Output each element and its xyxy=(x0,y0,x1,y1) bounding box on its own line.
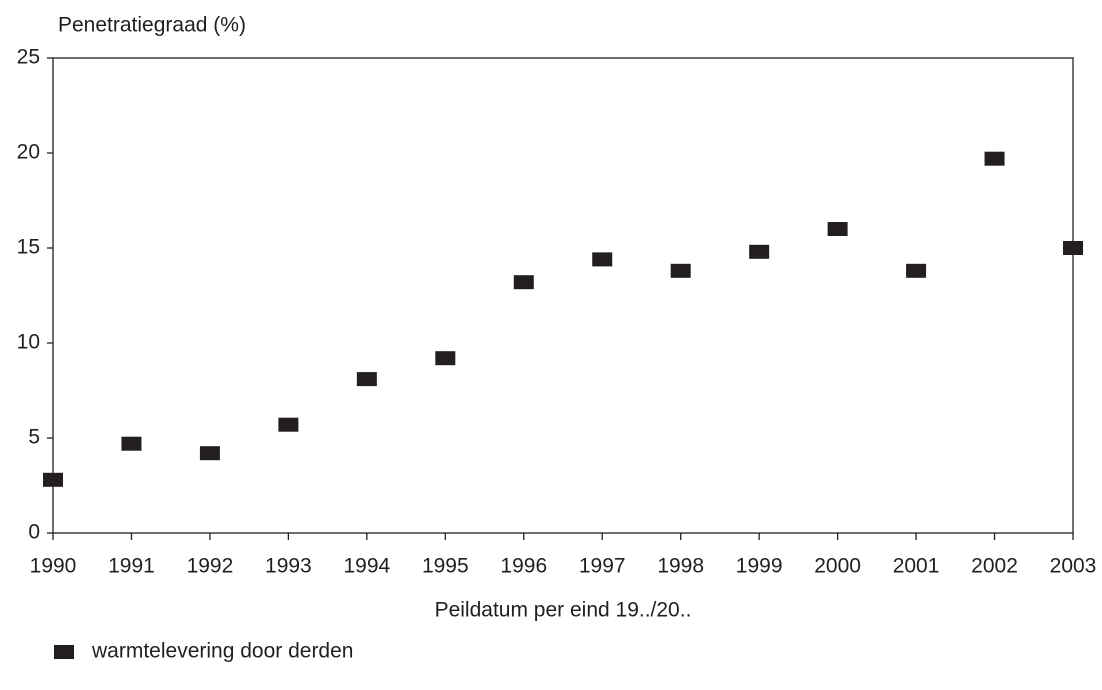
x-tick-label: 1991 xyxy=(108,555,155,578)
marker xyxy=(670,263,691,278)
marker xyxy=(906,263,927,278)
x-tick-label: 2001 xyxy=(893,555,940,578)
x-tick-label: 1995 xyxy=(422,555,469,578)
marker xyxy=(1063,241,1083,255)
marker xyxy=(513,275,534,290)
x-tick-label: 2002 xyxy=(971,555,1018,578)
x-tick-label: 1994 xyxy=(343,555,390,578)
x-tick-label: 2000 xyxy=(814,555,861,578)
marker xyxy=(43,472,63,487)
y-tick-label: 0 xyxy=(28,521,40,544)
y-tick-label: 15 xyxy=(17,236,40,259)
y-tick-label: 20 xyxy=(17,141,40,164)
marker xyxy=(592,252,613,267)
marker xyxy=(435,351,456,366)
y-tick-label: 10 xyxy=(17,331,40,354)
marker xyxy=(984,151,1005,166)
legend-marker xyxy=(54,645,74,659)
x-tick-label: 1992 xyxy=(187,555,234,578)
marker xyxy=(749,244,770,259)
x-tick-label: 1998 xyxy=(657,555,704,578)
marker xyxy=(199,446,220,461)
marker xyxy=(356,372,377,387)
x-tick-label: 1993 xyxy=(265,555,312,578)
x-tick-label: 1997 xyxy=(579,555,626,578)
marker xyxy=(278,417,299,432)
marker xyxy=(827,222,848,236)
legend-label: warmtelevering door derden xyxy=(91,640,353,663)
marker xyxy=(121,436,142,451)
x-tick-label: 1996 xyxy=(500,555,547,578)
y-axis-label: Penetratiegraad (%) xyxy=(58,14,246,37)
y-tick-label: 25 xyxy=(17,46,40,69)
x-axis-label: Peildatum per eind 19../20.. xyxy=(435,599,692,622)
plot-frame xyxy=(52,57,1074,534)
y-tick-label: 5 xyxy=(28,426,40,449)
x-tick-label: 2003 xyxy=(1050,555,1097,578)
x-tick-label: 1990 xyxy=(30,555,77,578)
x-tick-label: 1999 xyxy=(736,555,783,578)
